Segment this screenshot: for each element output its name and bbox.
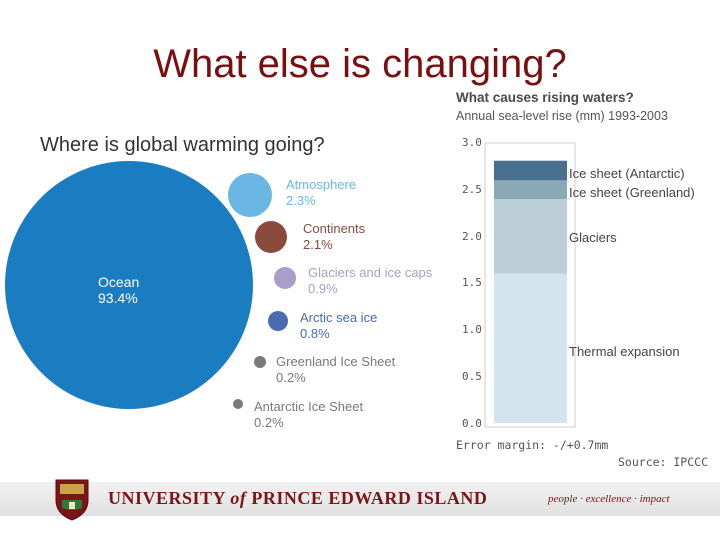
arctic-sea-ice-label-value: 0.8% <box>300 326 330 341</box>
seg-label-greenland: Ice sheet (Greenland) <box>569 185 695 200</box>
ytick-label: 0.5 <box>462 370 482 383</box>
footer-banner <box>0 482 720 516</box>
atmosphere-label-value: 2.3% <box>286 193 316 208</box>
continents-label: Continents 2.1% <box>303 221 365 253</box>
ytick-label: 2.0 <box>462 230 482 243</box>
antarctic-ice-sheet-bubble <box>233 399 243 409</box>
chart-title: What causes rising waters? <box>456 90 634 105</box>
arctic-sea-ice-bubble <box>268 311 288 331</box>
ytick-label: 3.0 <box>462 136 482 149</box>
ytick-label: 1.5 <box>462 276 482 289</box>
atmosphere-label: Atmosphere 2.3% <box>286 177 356 209</box>
atmosphere-bubble <box>228 173 272 217</box>
ytick-label: 1.0 <box>462 323 482 336</box>
left-panel-title: Where is global warming going? <box>40 134 325 156</box>
seg-label-glaciers: Glaciers <box>569 230 617 245</box>
chart-ylabel: Annual sea-level rise (mm) 1993-2003 <box>456 109 668 123</box>
greenland-ice-sheet-bubble <box>254 356 266 368</box>
university-name-of: of <box>230 488 247 508</box>
antarctic-ice-sheet-label: Antarctic Ice Sheet 0.2% <box>254 399 363 431</box>
glaciers-label: Glaciers and ice caps 0.9% <box>308 265 432 297</box>
antarctic-ice-sheet-label-value: 0.2% <box>254 415 284 430</box>
antarctic-ice-sheet-label-name: Antarctic Ice Sheet <box>254 399 364 414</box>
bar-segment-ice-sheet-greenland <box>494 180 567 199</box>
ytick-label: 0.0 <box>462 417 482 430</box>
continents-bubble <box>255 221 287 253</box>
bar-segment-thermal-expansion <box>494 273 567 423</box>
ocean-label-name: Ocean <box>98 274 140 290</box>
continents-label-name: Continents <box>303 221 366 236</box>
ocean-bubble <box>5 161 253 409</box>
university-name-part2: PRINCE EDWARD ISLAND <box>251 488 488 508</box>
glaciers-label-name: Glaciers and ice caps <box>308 265 433 280</box>
ocean-label: Ocean 93.4% <box>98 274 139 306</box>
bar-segment-ice-sheet-antarctic <box>494 160 567 181</box>
bar-segment-glaciers <box>494 199 567 274</box>
glaciers-bubble <box>274 267 296 289</box>
university-name: UNIVERSITY of PRINCE EDWARD ISLAND <box>108 488 487 509</box>
greenland-ice-sheet-label: Greenland Ice Sheet 0.2% <box>276 354 395 386</box>
university-name-part1: UNIVERSITY <box>108 488 226 508</box>
glaciers-label-value: 0.9% <box>308 281 338 296</box>
greenland-ice-sheet-label-name: Greenland Ice Sheet <box>276 354 396 369</box>
seg-label-antarctic: Ice sheet (Antarctic) <box>569 166 685 181</box>
continents-label-value: 2.1% <box>303 237 333 252</box>
greenland-ice-sheet-label-value: 0.2% <box>276 370 306 385</box>
ytick-label: 2.5 <box>462 183 482 196</box>
error-margin-note: Error margin: -/+0.7mm <box>456 438 609 452</box>
chart-frame <box>484 142 576 428</box>
atmosphere-label-name: Atmosphere <box>286 177 357 192</box>
university-crest-icon <box>55 479 89 521</box>
arctic-sea-ice-label: Arctic sea ice 0.8% <box>300 310 377 342</box>
university-tagline: people · excellence · impact <box>548 493 670 505</box>
source-note: Source: IPCCC <box>618 455 709 469</box>
ocean-label-value: 93.4% <box>98 290 138 306</box>
arctic-sea-ice-label-name: Arctic sea ice <box>300 310 378 325</box>
seg-label-thermal: Thermal expansion <box>569 344 680 359</box>
slide-title: What else is changing? <box>153 42 567 86</box>
